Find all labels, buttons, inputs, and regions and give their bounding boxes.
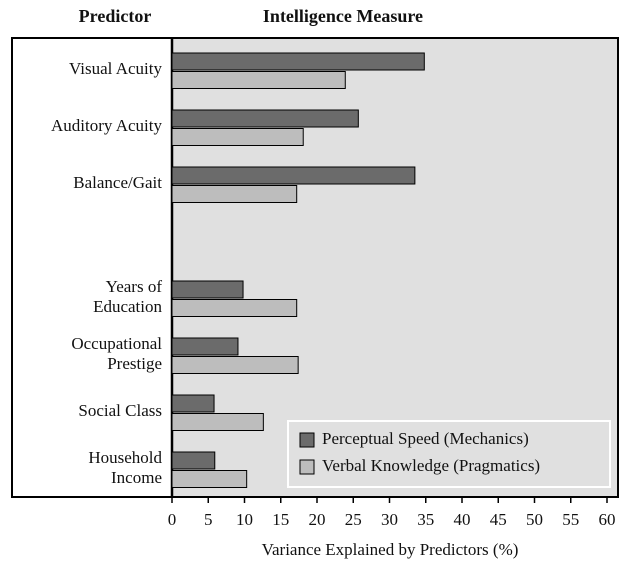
bar [171, 299, 298, 317]
x-tick-label: 50 [526, 510, 543, 529]
x-tick-label: 45 [490, 510, 507, 529]
bar [171, 109, 359, 128]
bar [171, 185, 298, 203]
y-tick-label: Years of Education [93, 277, 162, 316]
legend-label: Verbal Knowledge (Pragmatics) [322, 456, 540, 475]
bar [171, 166, 416, 185]
y-tick-label: Household Income [88, 448, 162, 487]
y-tick-label: Occupational Prestige [71, 334, 162, 373]
y-tick-label: Social Class [78, 401, 162, 420]
bar [171, 71, 346, 89]
x-tick-label: 10 [236, 510, 253, 529]
y-tick-label: Auditory Acuity [51, 116, 162, 135]
x-tick-label: 0 [168, 510, 177, 529]
bar [171, 451, 216, 470]
y-tick-label: Balance/Gait [73, 173, 162, 192]
x-tick-label: 25 [345, 510, 362, 529]
bar [171, 128, 304, 146]
x-tick-label: 15 [272, 510, 289, 529]
x-tick-label: 40 [454, 510, 471, 529]
x-tick-label: 20 [309, 510, 326, 529]
header: Predictor [79, 6, 152, 26]
bar [171, 470, 248, 488]
bar [171, 52, 425, 71]
bar [171, 337, 239, 356]
x-tick-label: 60 [599, 510, 616, 529]
legend-swatch [299, 459, 315, 475]
y-tick-label: Visual Acuity [69, 59, 162, 78]
bar [171, 356, 299, 374]
x-tick-label: 55 [562, 510, 579, 529]
legend [287, 420, 611, 488]
x-axis-label: Variance Explained by Predictors (%) [262, 540, 519, 559]
legend-label: Perceptual Speed (Mechanics) [322, 429, 529, 448]
bar [171, 280, 244, 299]
bar [171, 413, 264, 431]
header: Intelligence Measure [263, 6, 423, 26]
legend-swatch [299, 432, 315, 448]
x-tick-label: 30 [381, 510, 398, 529]
x-tick-label: 35 [417, 510, 434, 529]
x-tick-label: 5 [204, 510, 213, 529]
bar [171, 394, 215, 413]
